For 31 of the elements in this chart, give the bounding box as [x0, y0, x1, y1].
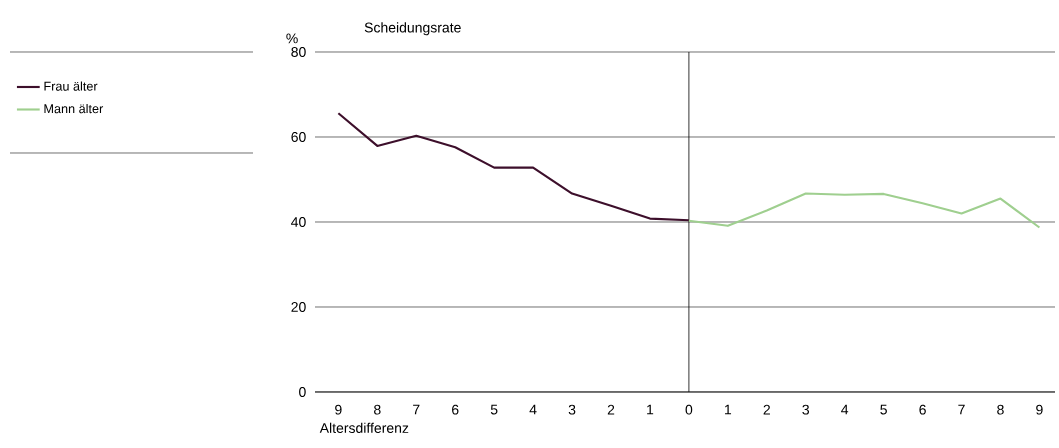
- x-tick-label: 8: [374, 404, 381, 415]
- y-axis-title: %: [286, 33, 298, 44]
- x-tick-label: 3: [568, 404, 576, 415]
- x-axis-title: Altersdifferenz: [319, 422, 409, 433]
- y-tick-label: 0: [299, 387, 306, 397]
- x-tick-label: 5: [490, 404, 498, 415]
- x-tick-label: 5: [880, 404, 887, 415]
- x-tick-label: 3: [802, 404, 810, 415]
- x-tick-label: 7: [413, 404, 420, 415]
- x-tick-label: 4: [529, 404, 537, 415]
- y-tick-label: 60: [291, 132, 306, 142]
- line-series: [687, 192, 1041, 229]
- x-tick-label: 1: [725, 404, 732, 415]
- x-tick-label: 0: [685, 404, 693, 415]
- y-tick-label: 20: [291, 302, 306, 312]
- x-tick-label: 1: [647, 404, 654, 415]
- y-tick-label: 80: [291, 47, 306, 57]
- legend-label: Frau älter: [44, 81, 98, 91]
- x-tick-label: 6: [452, 404, 459, 415]
- x-tick-label: 4: [841, 404, 849, 415]
- legend-label: Mann älter: [44, 103, 104, 114]
- line-series: [337, 112, 690, 222]
- x-tick-label: 6: [919, 404, 926, 415]
- y-tick-label: 40: [291, 217, 306, 227]
- chart-title: Scheidungsrate: [364, 22, 461, 36]
- x-tick-label: 9: [335, 404, 342, 415]
- x-tick-label: 2: [763, 404, 770, 415]
- x-tick-label: 7: [958, 404, 965, 415]
- x-tick-label: 8: [997, 404, 1004, 415]
- x-tick-label: 2: [607, 404, 615, 415]
- x-tick-label: 9: [1036, 404, 1043, 415]
